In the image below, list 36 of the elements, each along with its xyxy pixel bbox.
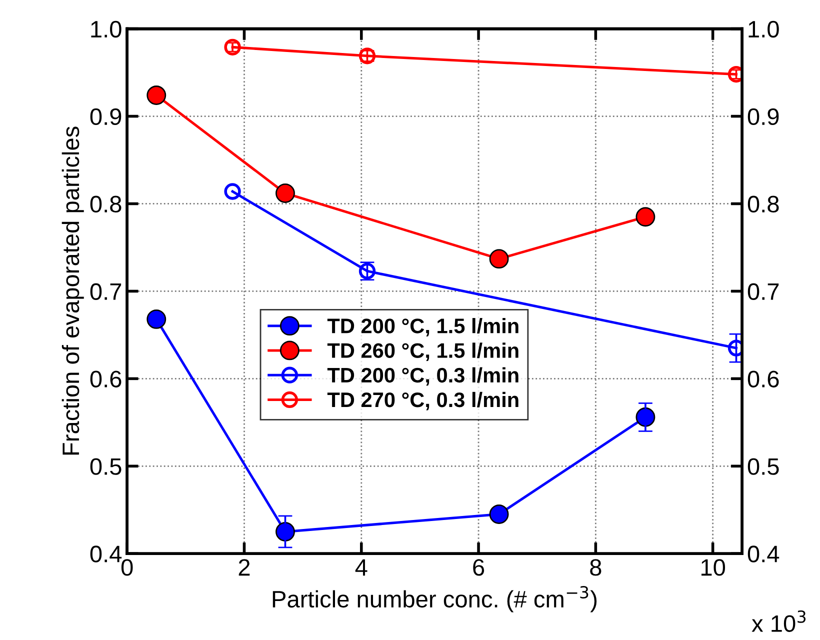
x-axis-title: Particle number conc. (# cm$^{−3}$): [272, 586, 597, 612]
y2-tick-label: 0.7: [748, 283, 779, 300]
legend-label: TD 200 °C, 1.5 l/min: [327, 318, 518, 336]
y-tick-label: 0.6: [90, 370, 122, 388]
y-tick-label: 1.0: [91, 20, 122, 38]
legend-label: TD 200 °C, 0.3 l/min: [327, 367, 518, 386]
text: x 10$^{3}$: [752, 610, 806, 632]
x-tick-label: 0: [121, 559, 133, 576]
y2-tick-label: 0.6: [748, 370, 779, 388]
x-tick-label: 4: [355, 559, 368, 576]
x-tick-label: 10: [701, 559, 726, 576]
y2-tick-label: 0.9: [748, 108, 779, 126]
point: [276, 522, 295, 542]
y2-tick-label: 1.0: [748, 20, 779, 38]
point: [489, 249, 509, 269]
y2-tick-label: 0.4: [748, 546, 780, 562]
x-tick-label: 8: [590, 559, 602, 576]
point: [636, 207, 656, 227]
x-tick-label: 2: [238, 559, 250, 576]
y2-tick-label: 0.5: [748, 458, 779, 475]
point: [224, 183, 241, 200]
y-axis-title: Fraction of evaporated particles: [62, 126, 84, 455]
y-tick-label: 0.4: [90, 546, 122, 562]
point: [146, 86, 166, 105]
x-tick-label: 6: [473, 559, 484, 576]
y-tick-label: 0.5: [90, 458, 122, 475]
y-tick-label: 0.7: [90, 283, 122, 300]
legend-label: TD 260 °C, 1.5 l/min: [327, 342, 518, 361]
legend-label: TD 270 °C, 0.3 l/min: [327, 392, 518, 410]
y-tick-label: 0.8: [90, 196, 122, 213]
point: [276, 184, 295, 203]
point: [146, 309, 166, 329]
point: [489, 504, 509, 524]
point: [224, 38, 241, 56]
y-tick-label: 0.9: [90, 108, 122, 126]
y2-tick-label: 0.8: [748, 196, 779, 213]
